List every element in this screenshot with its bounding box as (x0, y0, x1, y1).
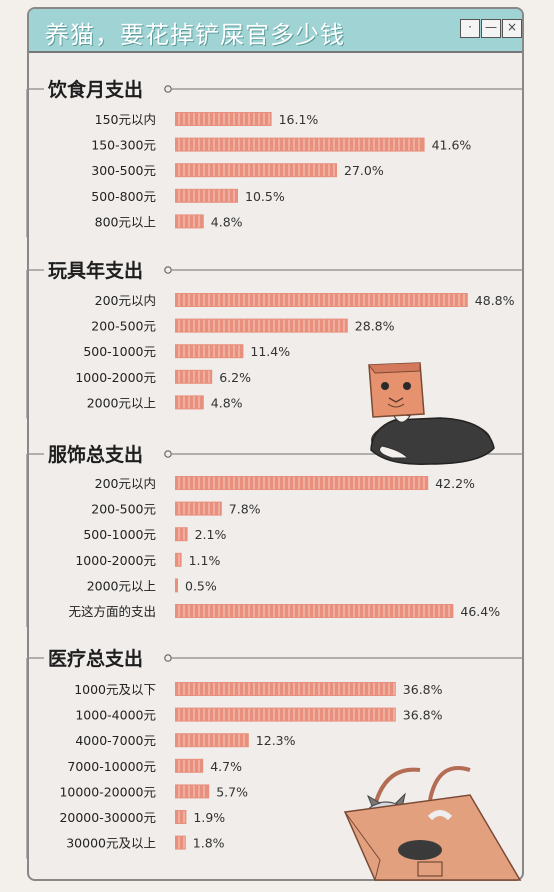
bar (175, 163, 337, 178)
value-label: 27.0% (344, 163, 384, 178)
value-label: 36.8% (403, 708, 443, 723)
section-marker (164, 654, 172, 662)
value-label: 12.3% (256, 733, 296, 748)
close-button[interactable]: × (502, 19, 522, 38)
title-bar: 养猫，要花掉铲屎官多少钱 · — × (29, 9, 522, 53)
category-label: 1000元及以下 (74, 682, 156, 697)
section-title: 服饰总支出 (48, 443, 143, 466)
category-label: 200元以内 (95, 476, 156, 491)
category-label: 500-1000元 (83, 527, 156, 542)
section-title: 玩具年支出 (48, 259, 143, 282)
bar (175, 835, 186, 850)
cat-in-paper-bag-illustration (368, 362, 495, 465)
category-label: 200-500元 (91, 502, 156, 517)
category-label: 10000-20000元 (59, 784, 156, 799)
value-label: 42.2% (435, 476, 475, 491)
category-label: 1000-2000元 (75, 553, 156, 568)
category-label: 1000-4000元 (75, 708, 156, 723)
value-label: 16.1% (279, 112, 319, 127)
bar (175, 682, 396, 696)
category-label: 30000元及以上 (66, 836, 156, 851)
window-title: 养猫，要花掉铲屎官多少钱 (45, 21, 345, 49)
section-title: 医疗总支出 (48, 647, 143, 670)
bar (175, 578, 178, 593)
value-label: 1.9% (193, 810, 225, 825)
category-label: 800元以上 (95, 214, 156, 229)
value-label: 0.5% (185, 578, 217, 593)
value-label: 41.6% (432, 138, 472, 153)
category-label: 1000-2000元 (75, 370, 156, 385)
category-label: 200-500元 (91, 319, 156, 334)
category-label: 500-1000元 (83, 344, 156, 359)
value-label: 5.7% (216, 784, 248, 799)
category-label: 200元以内 (95, 293, 156, 308)
value-label: 1.8% (193, 836, 225, 851)
category-label: 4000-7000元 (75, 733, 156, 748)
category-label: 20000-30000元 (59, 810, 156, 825)
category-label: 500-800元 (91, 189, 156, 204)
bar (175, 552, 182, 567)
bar (175, 188, 238, 203)
minimize-button[interactable]: — (481, 19, 501, 38)
bar (175, 137, 425, 152)
value-label: 36.8% (403, 682, 443, 697)
bar (175, 733, 249, 748)
category-label: 2000元以上 (87, 578, 156, 593)
cat-in-shopping-bag-illustration (343, 766, 522, 881)
section-marker (164, 85, 172, 93)
section-title: 饮食月支出 (47, 78, 143, 101)
value-label: 6.2% (219, 370, 251, 385)
category-label: 2000元以上 (87, 395, 156, 410)
section-marker (164, 450, 172, 458)
section-marker (164, 266, 172, 274)
category-label: 150-300元 (91, 138, 156, 153)
category-label: 7000-10000元 (67, 759, 156, 774)
category-label: 无这方面的支出 (68, 604, 156, 619)
bar (175, 476, 429, 490)
section-2: 玩具年支出 200元以内 48.8% 200-500元 28.8% 500-1000元 11… (26, 259, 524, 419)
bar (175, 501, 222, 516)
value-label: 11.4% (250, 344, 290, 359)
value-label: 48.8% (475, 293, 515, 308)
bar (175, 293, 468, 307)
category-label: 300-500元 (91, 163, 156, 178)
value-label: 7.8% (229, 502, 261, 517)
value-label: 1.1% (189, 553, 221, 568)
bar (175, 318, 348, 333)
section-3: 服饰总支出 200元以内 42.2% 200-500元 7.8% 500-1000元 2.1… (26, 443, 524, 627)
value-label: 4.8% (211, 395, 243, 410)
section-1: 饮食月支出 150元以内 16.1% 150-300元 41.6% 300-500元 27.… (26, 78, 524, 238)
bar (175, 810, 187, 824)
value-label: 4.8% (211, 214, 243, 229)
section-4: 医疗总支出 1000元及以下 36.8% 1000-4000元 36.8% 4000-70… (26, 647, 524, 859)
value-label: 4.7% (210, 759, 242, 774)
value-label: 10.5% (245, 189, 285, 204)
window-menu-button[interactable]: · (460, 19, 480, 38)
value-label: 28.8% (355, 319, 395, 334)
bar (175, 527, 188, 542)
value-label: 46.4% (460, 604, 500, 619)
value-label: 2.1% (195, 527, 227, 542)
category-label: 150元以内 (95, 112, 156, 127)
bar (175, 707, 396, 722)
